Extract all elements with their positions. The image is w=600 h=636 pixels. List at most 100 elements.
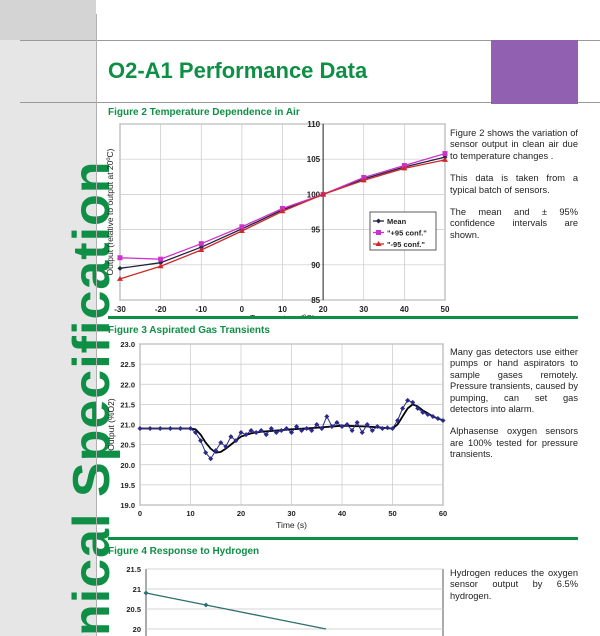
y-tick-label: 23.0	[120, 340, 135, 349]
y-tick-label: 22.0	[120, 380, 135, 389]
legend-marker	[376, 230, 381, 235]
data-point	[228, 434, 234, 440]
data-point	[239, 224, 245, 230]
data-point	[283, 426, 289, 432]
figure2-desc-para-3: The mean and ± 95% confidence intervals …	[450, 207, 578, 240]
x-tick-label: 50	[441, 305, 450, 314]
data-point	[405, 397, 411, 403]
data-point	[344, 422, 350, 427]
data-point	[258, 428, 264, 434]
data-point	[278, 428, 284, 434]
data-point	[334, 419, 340, 425]
data-point	[147, 426, 153, 432]
data-point	[410, 399, 416, 405]
data-point	[299, 428, 305, 434]
top-divider	[20, 40, 600, 41]
sidebar: nical Specification	[0, 0, 121, 636]
data-point	[384, 425, 390, 431]
figure4-description: Hydrogen reduces the oxygen sensor outpu…	[450, 568, 578, 613]
legend-label: Mean	[387, 217, 407, 226]
y-tick-label: 21.0	[120, 421, 135, 430]
data-point	[420, 409, 426, 415]
data-point	[273, 430, 279, 436]
figure3-description: Many gas detectors use either pumps or h…	[450, 347, 578, 472]
data-point	[117, 255, 123, 261]
data-point	[395, 417, 401, 423]
x-tick-label: 30	[359, 305, 368, 314]
sidebar-border	[96, 14, 97, 636]
data-point	[442, 156, 448, 162]
data-point	[369, 428, 375, 434]
data-point	[158, 260, 164, 266]
x-axis-label: Time (s)	[276, 520, 307, 530]
data-point	[279, 208, 286, 214]
y-tick-label: 105	[307, 155, 321, 164]
data-point	[203, 450, 209, 456]
data-point	[314, 422, 320, 427]
figure4-title: Figure 4 Response to Hydrogen	[108, 546, 260, 557]
figure3-chart: 19.0 19.5 20.0 20.5 21.0 21.5 22.0 22.5 23.0 0 10 2…	[106, 340, 447, 530]
sidebar-header-band	[0, 0, 96, 40]
data-point	[319, 426, 325, 432]
data-point	[309, 428, 315, 434]
section-divider	[108, 316, 578, 319]
y-tick-label: 19.5	[120, 481, 135, 490]
page-title: O2-A1 Performance Data	[108, 58, 368, 83]
x-tick-label: 0	[240, 305, 245, 314]
y-tick-label: 22.5	[120, 360, 135, 369]
x-tick-label: 60	[439, 509, 447, 518]
y-tick-label: 21.5	[126, 565, 141, 574]
y-tick-label: 20.5	[126, 605, 141, 614]
data-point	[268, 426, 274, 432]
data-point	[243, 432, 249, 438]
figure2-desc-para-1: Figure 2 shows the variation of sensor o…	[450, 128, 578, 161]
data-point	[218, 440, 224, 446]
x-tick-label: 20	[237, 509, 245, 518]
x-tick-label: 20	[319, 305, 328, 314]
legend-marker	[376, 218, 381, 224]
x-tick-label: 0	[138, 509, 142, 518]
y-tick-label: 90	[311, 261, 320, 270]
data-point	[117, 265, 123, 271]
x-tick-label: 10	[186, 509, 194, 518]
data-point	[349, 428, 355, 434]
data-point	[213, 448, 219, 454]
figure2-title: Figure 2 Temperature Dependence in Air	[108, 107, 300, 118]
data-point	[248, 428, 254, 434]
data-point	[304, 426, 310, 432]
data-point	[143, 590, 149, 596]
figure4-desc-para-1: Hydrogen reduces the oxygen sensor outpu…	[450, 568, 578, 601]
data-point	[263, 432, 269, 438]
data-point	[390, 426, 395, 432]
data-point	[435, 415, 441, 421]
data-point	[208, 456, 214, 462]
data-point	[401, 165, 408, 171]
figure3-title: Figure 3 Aspirated Gas Transients	[108, 325, 270, 336]
data-point	[193, 430, 199, 436]
data-point	[364, 422, 370, 427]
data-point	[253, 430, 259, 436]
figure2-description: Figure 2 shows the variation of sensor o…	[450, 128, 578, 252]
legend-label: "-95 conf."	[387, 240, 425, 249]
data-point	[238, 228, 245, 234]
data-point	[320, 191, 327, 197]
x-tick-label: 40	[338, 509, 346, 518]
data-point	[359, 430, 365, 436]
data-point	[198, 247, 205, 253]
y-tick-label: 110	[307, 120, 320, 129]
x-tick-label: 40	[400, 305, 409, 314]
data-point	[324, 413, 330, 419]
data-point	[157, 426, 163, 432]
data-point	[400, 405, 406, 411]
data-point	[339, 424, 345, 430]
data-point	[117, 275, 123, 281]
y-tick-label: 100	[307, 190, 321, 199]
data-point	[294, 424, 300, 430]
y-tick-label: 85	[311, 296, 320, 305]
data-point	[440, 417, 446, 423]
y-tick-label: 20.5	[120, 441, 135, 450]
x-tick-label: 10	[278, 305, 287, 314]
brand-color-block	[491, 40, 578, 104]
y-tick-label: 20	[133, 625, 141, 634]
x-tick-label: -10	[195, 305, 207, 314]
